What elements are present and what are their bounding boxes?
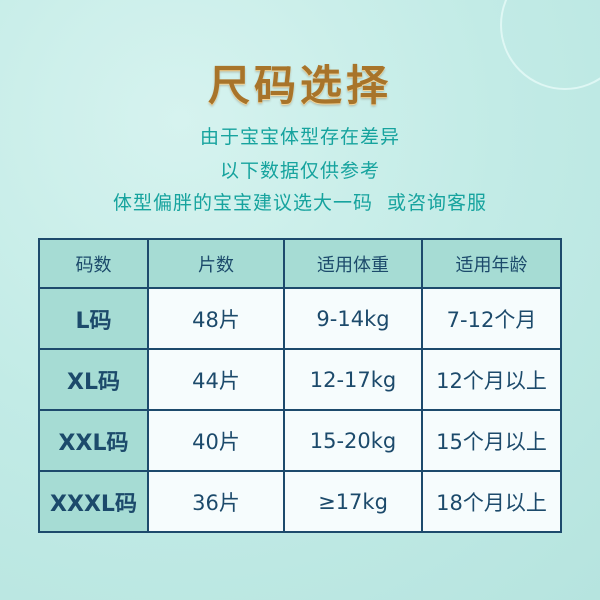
subtitle-line-2: 以下数据仅供参考: [219, 160, 380, 182]
header-count: 片数: [147, 238, 285, 289]
table-row: XXXL码 36片 ≥17kg 18个月以上: [38, 470, 562, 533]
header-size: 码数: [38, 238, 149, 289]
cell-count: 44片: [147, 348, 285, 411]
cell-weight: 12-17kg: [283, 348, 423, 411]
header-age: 适用年龄: [421, 238, 562, 289]
cell-weight: 15-20kg: [283, 409, 423, 472]
cell-age: 15个月以上: [421, 409, 562, 472]
subtitle-line-1: 由于宝宝体型存在差异: [199, 126, 400, 148]
header-weight: 适用体重: [283, 238, 423, 289]
cell-size: XXL码: [38, 409, 149, 472]
cell-size: XXXL码: [38, 470, 149, 533]
cell-age: 7-12个月: [421, 287, 562, 350]
cell-age: 18个月以上: [421, 470, 562, 533]
subtitle-line-3: 体型偏胖的宝宝建议选大一码 或咨询客服: [112, 192, 488, 214]
cell-weight: 9-14kg: [283, 287, 423, 350]
table-row: L码 48片 9-14kg 7-12个月: [38, 287, 562, 350]
size-table: 码数 片数 适用体重 适用年龄 L码 48片 9-14kg 7-12个月 XL码 44片…: [38, 238, 562, 533]
cell-size: L码: [38, 287, 149, 350]
page-title: 尺码选择: [207, 61, 392, 110]
cell-weight: ≥17kg: [283, 470, 423, 533]
cell-count: 40片: [147, 409, 285, 472]
cell-size: XL码: [38, 348, 149, 411]
table-header-row: 码数 片数 适用体重 适用年龄: [38, 238, 562, 289]
table-row: XXL码 40片 15-20kg 15个月以上: [38, 409, 562, 472]
cell-age: 12个月以上: [421, 348, 562, 411]
cell-count: 48片: [147, 287, 285, 350]
cell-count: 36片: [147, 470, 285, 533]
table-row: XL码 44片 12-17kg 12个月以上: [38, 348, 562, 411]
